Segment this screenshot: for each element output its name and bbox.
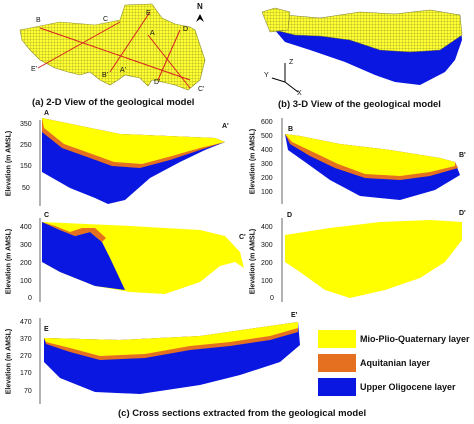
section-dd-tick-0: 400 xyxy=(261,224,273,231)
map-label-B: B xyxy=(36,17,41,24)
section-cc-tick-1: 300 xyxy=(20,242,32,249)
section-aa-tick-0: 350 xyxy=(20,121,32,128)
map-label-E: E xyxy=(146,10,151,17)
section-dd-end: D' xyxy=(459,210,466,217)
section-cc-tick-3: 100 xyxy=(20,278,32,285)
section-aa-end: A' xyxy=(222,123,229,130)
section-dd-tick-1: 300 xyxy=(261,242,273,249)
legend-swatch-mio-plio-quaternary xyxy=(318,330,356,348)
legend-swatch-aquitanian xyxy=(318,354,356,372)
legend-label-mio-plio-quaternary: Mio-Plio-Quaternary layer xyxy=(360,334,470,344)
section-bb-tick-1: 500 xyxy=(261,133,273,140)
section-cc-tick-4: 0 xyxy=(28,295,32,302)
section-aa-ylabel: Elevation (m AMSL) xyxy=(5,130,13,197)
section-dd xyxy=(281,218,462,302)
section-bb-tick-5: 100 xyxy=(261,189,273,196)
north-label: N xyxy=(197,2,203,11)
caption-a: (a) 2-D View of the geological model xyxy=(32,97,195,108)
map-label-D: D xyxy=(183,26,189,33)
section-ee-tick-3: 170 xyxy=(20,370,32,377)
map-label-E-prime: E' xyxy=(31,66,38,73)
section-bb-tick-2: 400 xyxy=(261,147,273,154)
section-ee-tick-4: 70 xyxy=(24,388,32,395)
section-dd-tick-2: 200 xyxy=(261,260,273,267)
section-lines xyxy=(37,11,191,89)
section-ee-tick-1: 370 xyxy=(20,336,32,343)
section-bb-end: B' xyxy=(459,152,466,159)
section-cc xyxy=(39,218,244,302)
section-ee-end: E' xyxy=(291,312,298,319)
axes-3d-icon xyxy=(271,63,299,93)
section-cc-tick-2: 200 xyxy=(20,260,32,267)
legend-label-aquitanian: Aquitanian layer xyxy=(360,358,431,368)
section-ee-start: E xyxy=(44,326,49,333)
section-aa xyxy=(39,118,225,206)
section-cc-start: C xyxy=(44,212,50,219)
section-dd-start: D xyxy=(287,212,293,219)
caption-b: (b) 3-D View of the geological model xyxy=(278,99,441,110)
section-dd-tick-3: 100 xyxy=(261,278,273,285)
section-ee-ylabel: Elevation (m AMSL) xyxy=(5,328,13,395)
section-cc-ylabel: Elevation (m AMSL) xyxy=(5,228,13,295)
section-ee-tick-2: 270 xyxy=(20,353,32,360)
section-cc-end: C' xyxy=(239,234,246,241)
map-label-C-prime: C' xyxy=(198,86,205,93)
map-label-C: C xyxy=(103,16,109,23)
north-arrow-icon xyxy=(196,14,204,22)
section-bb xyxy=(281,118,460,204)
axis-y-label: Y xyxy=(264,72,269,79)
section-ee xyxy=(39,318,300,404)
map-label-A: A xyxy=(150,30,155,37)
section-bb-ylabel: Elevation (m AMSL) xyxy=(249,128,257,195)
legend-label-upper-oligocene: Upper Oligocene layer xyxy=(360,382,456,392)
map-label-A-prime: A' xyxy=(120,67,127,74)
axis-z-label: Z xyxy=(289,59,294,66)
section-aa-tick-1: 250 xyxy=(20,142,32,149)
section-aa-tick-3: 50 xyxy=(22,185,30,192)
section-dd-ylabel: Elevation (m AMSL) xyxy=(249,228,257,295)
map-label-D-prime: D' xyxy=(154,79,161,86)
axis-x-label: X xyxy=(297,90,302,97)
legend-swatch-upper-oligocene xyxy=(318,378,356,396)
model-2d-map xyxy=(19,3,206,91)
section-aa-start: A xyxy=(44,110,50,117)
section-bb-start: B xyxy=(288,126,294,133)
section-dd-tick-4: 0 xyxy=(270,295,274,302)
section-bb-tick-4: 200 xyxy=(261,175,273,182)
section-aa-tick-2: 150 xyxy=(20,163,32,170)
section-bb-tick-3: 300 xyxy=(261,161,273,168)
section-ee-tick-0: 470 xyxy=(20,319,32,326)
section-bb-tick-0: 600 xyxy=(261,119,273,126)
model-3d-view xyxy=(261,7,463,85)
section-cc-tick-0: 400 xyxy=(20,224,32,231)
map-label-B-prime: B' xyxy=(102,72,109,79)
caption-c: (c) Cross sections extracted from the ge… xyxy=(118,408,367,419)
